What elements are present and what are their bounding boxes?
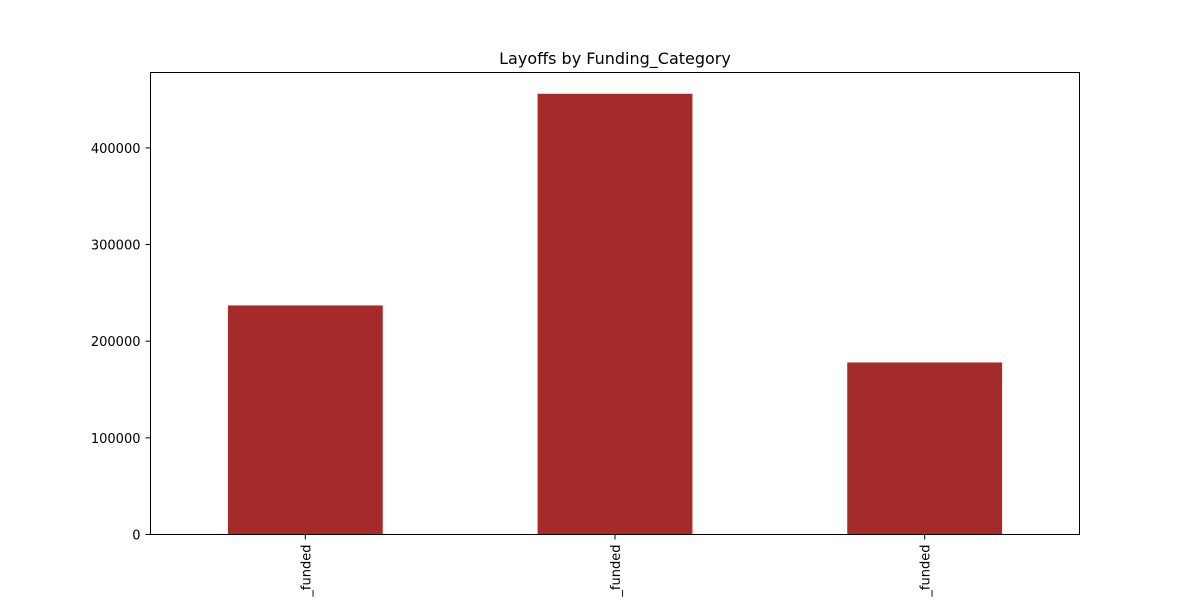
y-tick-label-2: 200000 xyxy=(91,335,141,350)
bar-2 xyxy=(847,362,1003,535)
y-tick-label-0: 0 xyxy=(132,529,140,544)
y-tick-label-3: 300000 xyxy=(91,239,141,254)
x-tick-label-1: _funded xyxy=(609,545,624,598)
chart-title: Layoffs by Funding_Category xyxy=(499,49,731,69)
x-tick-label-0: _funded xyxy=(299,545,314,598)
bar-0 xyxy=(227,305,383,535)
bars-layer xyxy=(227,93,1003,535)
y-tick-label-4: 400000 xyxy=(91,142,141,157)
y-axis: 0 100000 200000 300000 400000 xyxy=(91,142,151,544)
bar-1 xyxy=(537,93,693,535)
plot-frame xyxy=(150,72,1080,535)
y-tick-label-1: 100000 xyxy=(91,432,141,447)
x-tick-label-2: _funded xyxy=(919,545,934,598)
x-axis: _funded _funded _funded xyxy=(299,534,934,598)
